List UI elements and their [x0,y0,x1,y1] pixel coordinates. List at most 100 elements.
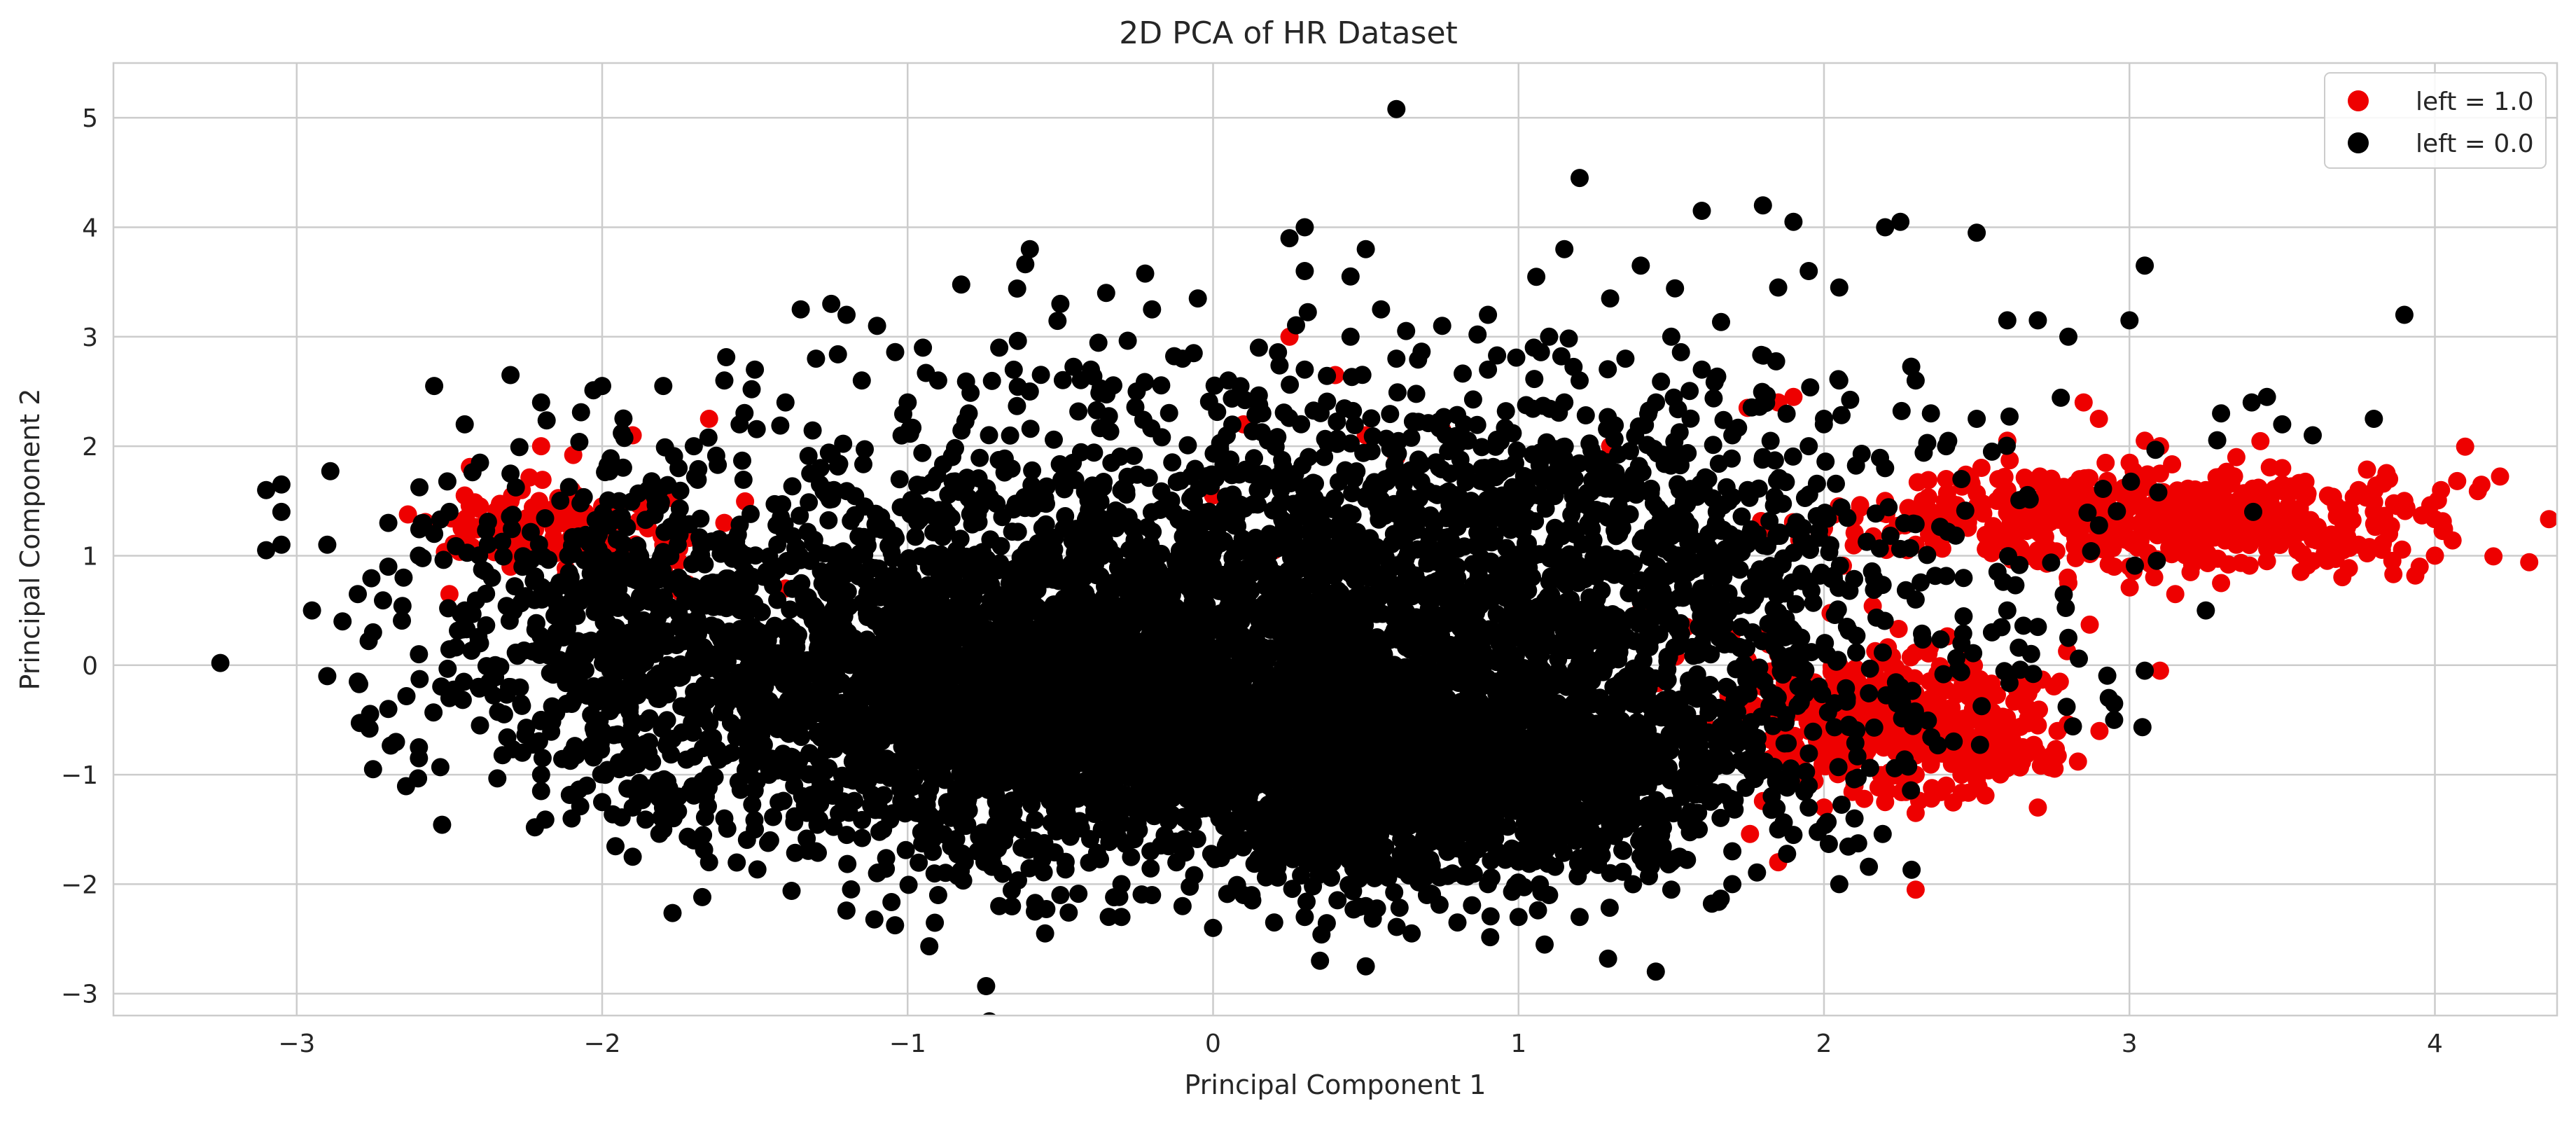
point-left-1 [440,585,459,604]
point-left-0 [397,687,416,705]
point-left-0 [1046,665,1065,684]
point-left-1 [2273,520,2291,539]
point-left-0 [897,753,916,772]
point-left-1 [1942,494,1961,513]
point-left-1 [1922,789,1941,808]
point-left-1 [1908,473,1927,492]
point-left-1 [2227,535,2246,554]
point-left-1 [2059,519,2077,538]
point-left-0 [792,692,811,711]
point-left-1 [1952,766,1971,784]
point-left-1 [2080,615,2099,634]
point-left-1 [1937,776,1956,795]
point-left-0 [382,736,401,755]
point-left-0 [819,759,838,777]
point-left-1 [2035,473,2054,492]
point-left-0 [994,818,1012,837]
point-left-0 [1860,857,1879,876]
point-left-0 [920,937,939,956]
point-left-0 [896,840,915,859]
point-left-1 [2456,437,2474,456]
point-left-1 [1944,793,1963,812]
point-left-0 [782,882,801,900]
point-left-0 [1002,881,1021,900]
point-left-1 [2432,480,2451,499]
point-left-0 [861,712,879,730]
point-left-1 [2074,393,2093,412]
point-left-1 [1982,525,2001,543]
point-left-1 [699,410,718,428]
point-left-0 [1003,897,1022,915]
point-left-0 [759,759,778,777]
point-left-1 [2520,553,2539,572]
point-left-0 [872,732,891,751]
point-left-0 [350,714,369,733]
point-left-0 [1245,854,1264,873]
point-left-0 [1297,892,1316,911]
point-left-1 [2013,688,2032,707]
point-left-1 [2491,467,2509,486]
point-left-1 [2380,470,2399,488]
point-left-0 [814,777,833,796]
point-left-0 [1064,668,1082,687]
point-left-0 [961,724,980,743]
point-left-0 [695,808,714,826]
point-left-1 [2166,497,2185,516]
point-left-1 [2000,534,2019,553]
point-left-0 [748,860,767,879]
point-left-0 [786,807,804,826]
point-left-0 [727,853,746,872]
point-left-0 [1015,768,1033,787]
point-left-0 [1128,814,1147,833]
point-left-1 [2349,535,2368,554]
point-left-0 [840,737,859,756]
point-left-0 [890,470,909,489]
point-left-0 [982,857,1001,876]
point-left-1 [562,513,581,532]
point-left-1 [455,486,474,505]
point-left-0 [1390,899,1409,917]
point-left-1 [2136,513,2154,532]
point-left-0 [764,808,783,826]
point-left-1 [2384,565,2403,583]
point-left-1 [2189,497,2208,515]
point-left-1 [2448,471,2467,490]
point-left-1 [1998,480,2017,499]
point-left-1 [2068,752,2087,771]
point-left-0 [1045,843,1064,861]
point-left-1 [1972,459,1991,477]
point-left-1 [1876,733,1895,752]
point-left-0 [915,705,934,723]
point-left-0 [741,757,760,775]
point-left-0 [865,910,884,929]
point-left-0 [842,880,861,899]
point-left-0 [1012,838,1031,857]
point-left-1 [2044,492,2063,511]
point-left-0 [424,703,443,722]
plot-area [211,99,2557,1016]
point-left-1 [2090,721,2109,740]
point-left-0 [947,781,966,799]
point-left-1 [2421,496,2439,515]
point-left-1 [2365,502,2383,521]
point-left-0 [618,780,637,798]
point-left-1 [2358,460,2376,479]
point-left-1 [715,513,734,532]
point-left-0 [693,887,711,906]
point-left-1 [2339,559,2358,578]
point-left-1 [2334,541,2353,560]
point-left-1 [2279,497,2298,515]
point-left-0 [892,791,911,810]
point-left-0 [924,721,942,740]
point-left-0 [1849,834,1867,853]
point-left-0 [891,669,910,687]
series-left-0 [211,99,2414,1016]
point-left-0 [1385,883,1404,902]
point-left-1 [2120,453,2139,472]
point-left-1 [2273,459,2292,478]
point-left-1 [2145,568,2164,587]
point-left-1 [2257,519,2276,538]
point-left-1 [2096,453,2115,472]
point-left-1 [2232,553,2250,572]
point-left-0 [893,773,912,791]
